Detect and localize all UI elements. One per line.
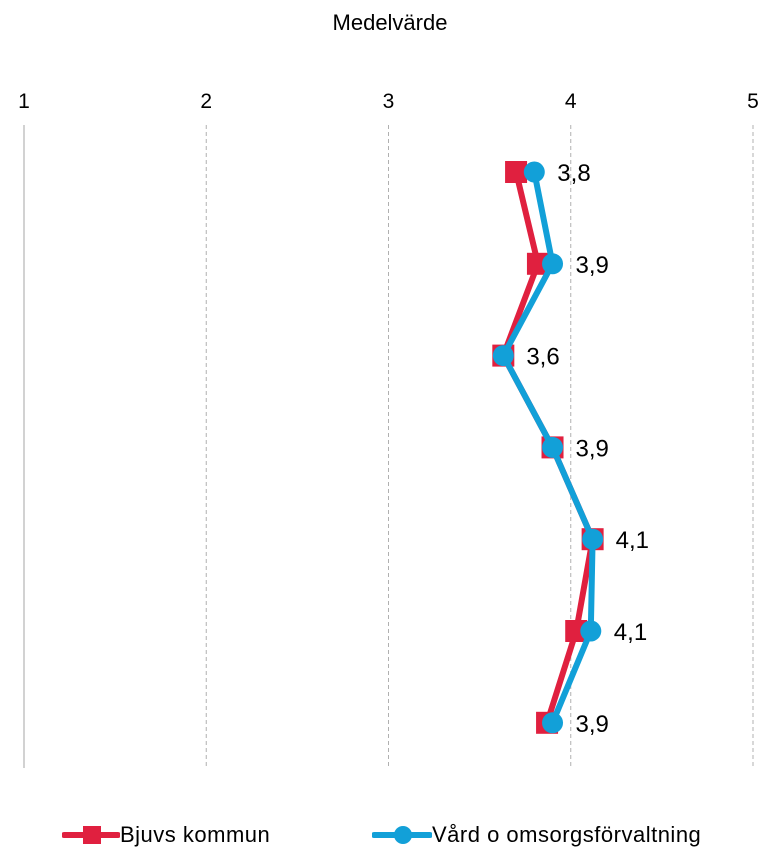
legend-item-vard-o-omsorgsforvaltning: Vård o omsorgsförvaltning xyxy=(372,822,701,848)
x-tick-label: 1 xyxy=(18,90,30,113)
data-label: 4,1 xyxy=(616,527,649,554)
legend-item-bjuvs-kommun: Bjuvs kommun xyxy=(62,822,270,848)
grid-lines xyxy=(23,125,754,768)
series-marker-circle xyxy=(492,345,514,367)
x-tick-label: 2 xyxy=(200,90,212,113)
series-marker-circle xyxy=(542,712,564,734)
square-marker-icon xyxy=(62,826,120,844)
chart: Medelvärde 1 2 3 4 5 3,8 3,9 3,6 3,9 4,1 4,1 3,9 xyxy=(18,10,759,768)
chart-title: Medelvärde xyxy=(333,10,448,35)
series-marker-circle xyxy=(542,436,564,458)
data-label: 3,6 xyxy=(526,344,559,371)
series-marker-square xyxy=(505,161,528,183)
x-tick-label: 5 xyxy=(747,90,759,113)
series-marker-square xyxy=(526,252,549,275)
data-label: 3,9 xyxy=(576,252,609,279)
legend: Bjuvs kommun Vård o omsorgsförvaltning xyxy=(0,822,764,856)
legend-label: Bjuvs kommun xyxy=(120,822,271,847)
series-marker-circle xyxy=(580,620,602,642)
x-tick-label: 4 xyxy=(565,90,577,113)
circle-marker-icon xyxy=(372,826,432,844)
series-group xyxy=(492,161,604,734)
data-labels: 3,8 3,9 3,6 3,9 4,1 4,1 3,9 xyxy=(526,160,649,738)
data-label: 3,9 xyxy=(576,435,609,462)
data-label: 4,1 xyxy=(614,619,647,646)
series-marker-square xyxy=(565,620,588,642)
series-marker-circle xyxy=(582,528,604,550)
series-marker-circle xyxy=(542,253,564,275)
legend-label: Vård o omsorgsförvaltning xyxy=(432,822,702,847)
data-label: 3,8 xyxy=(557,160,590,187)
data-label: 3,9 xyxy=(576,711,609,738)
series-marker-circle xyxy=(523,161,545,183)
x-axis-ticks: 1 2 3 4 5 xyxy=(18,90,759,113)
x-tick-label: 3 xyxy=(383,90,395,113)
